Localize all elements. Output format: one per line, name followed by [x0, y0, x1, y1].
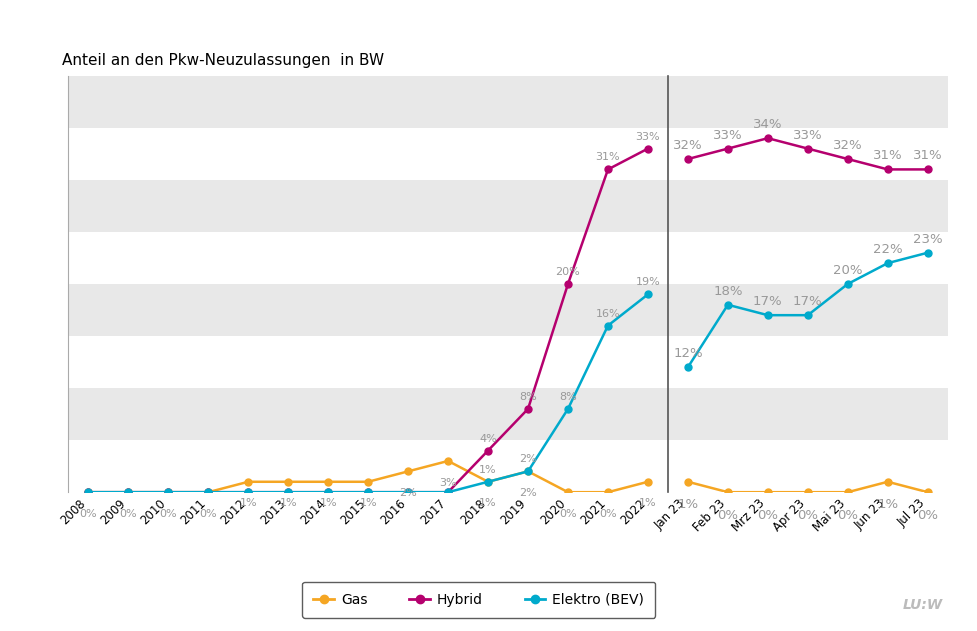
- Text: 8%: 8%: [559, 392, 576, 402]
- Bar: [668, 284, 948, 336]
- Text: 20%: 20%: [833, 264, 863, 277]
- Text: 0%: 0%: [159, 509, 177, 519]
- Bar: [668, 336, 948, 388]
- Text: 31%: 31%: [872, 150, 903, 162]
- Text: 34%: 34%: [753, 118, 783, 131]
- Text: 31%: 31%: [596, 153, 620, 162]
- Text: 19%: 19%: [636, 278, 660, 287]
- Text: 1%: 1%: [239, 498, 257, 509]
- Bar: [68, 440, 668, 492]
- Bar: [668, 180, 948, 232]
- Bar: [668, 388, 948, 440]
- Text: 0%: 0%: [599, 509, 616, 519]
- Text: 23%: 23%: [913, 233, 943, 245]
- Text: 0%: 0%: [757, 509, 779, 522]
- Text: 0%: 0%: [559, 509, 576, 519]
- Text: 1%: 1%: [279, 498, 297, 509]
- Text: 4%: 4%: [479, 433, 497, 444]
- Bar: [668, 232, 948, 284]
- Text: LU:W: LU:W: [903, 598, 943, 612]
- Text: 33%: 33%: [636, 132, 660, 141]
- Bar: [668, 440, 948, 492]
- Text: 33%: 33%: [793, 129, 823, 141]
- Text: 1%: 1%: [319, 498, 337, 509]
- Text: 18%: 18%: [713, 285, 743, 298]
- Text: 0%: 0%: [917, 509, 938, 522]
- Legend: Gas, Hybrid, Elektro (BEV): Gas, Hybrid, Elektro (BEV): [302, 582, 656, 618]
- Text: 0%: 0%: [837, 509, 858, 522]
- Bar: [668, 76, 948, 127]
- Text: 1%: 1%: [360, 498, 377, 509]
- Text: 0%: 0%: [797, 509, 819, 522]
- Text: 0%: 0%: [717, 509, 739, 522]
- Text: 33%: 33%: [713, 129, 743, 141]
- Bar: [68, 127, 668, 180]
- Text: 22%: 22%: [872, 243, 903, 256]
- Text: 0%: 0%: [79, 509, 97, 519]
- Text: 1%: 1%: [677, 498, 699, 512]
- Bar: [68, 180, 668, 232]
- Text: 8%: 8%: [519, 392, 537, 402]
- Bar: [68, 336, 668, 388]
- Text: 16%: 16%: [596, 309, 620, 319]
- Text: 2%: 2%: [519, 488, 537, 498]
- Text: 1%: 1%: [480, 498, 497, 509]
- Bar: [668, 127, 948, 180]
- Text: 31%: 31%: [913, 150, 943, 162]
- Text: Anteil an den Pkw-Neuzulassungen  in BW: Anteil an den Pkw-Neuzulassungen in BW: [63, 52, 385, 68]
- Text: 20%: 20%: [556, 267, 580, 277]
- Text: 3%: 3%: [440, 478, 457, 488]
- Text: 1%: 1%: [480, 465, 497, 475]
- Text: 1%: 1%: [877, 498, 898, 512]
- Bar: [68, 232, 668, 284]
- Text: 17%: 17%: [793, 295, 823, 308]
- Text: 12%: 12%: [673, 347, 702, 360]
- Bar: [68, 76, 668, 127]
- Text: 17%: 17%: [753, 295, 783, 308]
- Text: 2%: 2%: [400, 488, 417, 498]
- Bar: [68, 388, 668, 440]
- Text: 32%: 32%: [673, 139, 702, 152]
- Text: 2%: 2%: [519, 454, 537, 464]
- Text: 32%: 32%: [833, 139, 863, 152]
- Text: 0%: 0%: [119, 509, 137, 519]
- Text: 0%: 0%: [199, 509, 217, 519]
- Text: 1%: 1%: [639, 498, 657, 509]
- Bar: [68, 284, 668, 336]
